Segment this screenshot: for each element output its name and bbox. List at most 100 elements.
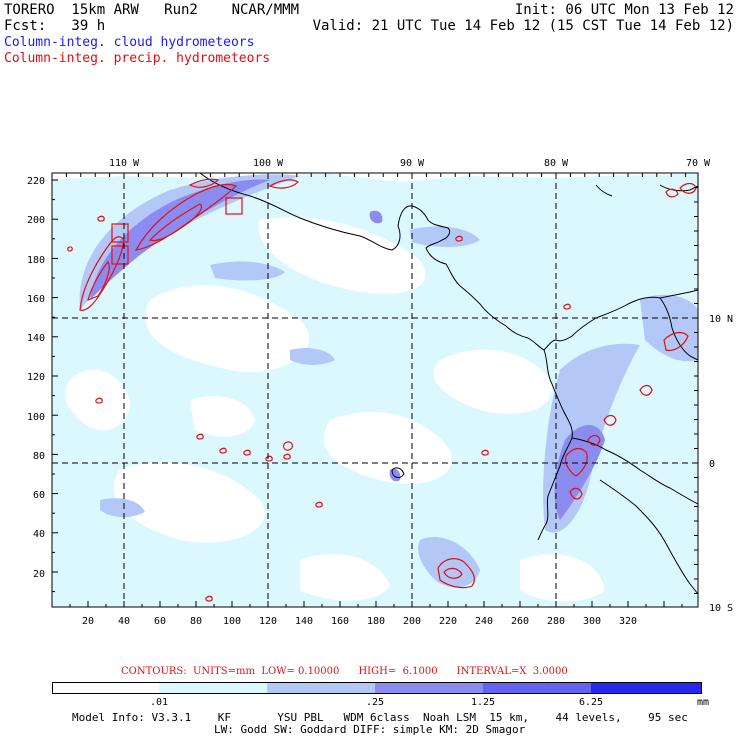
bottom-label: 100 bbox=[223, 616, 241, 627]
clear-area bbox=[64, 369, 130, 431]
precip-contour bbox=[455, 235, 463, 242]
colorbar-segment bbox=[375, 682, 483, 694]
clear-area bbox=[190, 396, 255, 437]
left-label: 180 bbox=[27, 255, 45, 266]
precip-contour bbox=[665, 188, 679, 198]
model-title: TORERO 15km ARW Run2 NCAR/MMM bbox=[4, 2, 300, 18]
coastline bbox=[571, 437, 698, 505]
precip-contour bbox=[437, 558, 476, 589]
precip-contour bbox=[67, 246, 73, 252]
precip-contour bbox=[603, 414, 617, 426]
bottom-label: 40 bbox=[118, 616, 130, 627]
clear-area bbox=[433, 349, 552, 414]
cloud-band bbox=[100, 498, 145, 518]
contour-info: CONTOURS: UNITS=mm LOW= 0.10000 HIGH= 6.… bbox=[121, 666, 568, 677]
precip-contours bbox=[67, 178, 697, 602]
bottom-label: 120 bbox=[259, 616, 277, 627]
bottom-label: 80 bbox=[190, 616, 202, 627]
precip-contour bbox=[565, 447, 588, 477]
left-label: 20 bbox=[33, 569, 45, 580]
colorbar-segment bbox=[267, 682, 375, 694]
precip-contour bbox=[663, 331, 689, 351]
left-label: 40 bbox=[33, 529, 45, 540]
colorbar-segment bbox=[52, 682, 159, 694]
coastline bbox=[537, 349, 573, 541]
clear-area bbox=[520, 554, 605, 602]
precip-contour bbox=[268, 179, 299, 189]
precip-contour bbox=[315, 501, 323, 508]
precip-box bbox=[225, 197, 243, 215]
colorbar-segment bbox=[483, 682, 591, 694]
clear-area bbox=[323, 411, 452, 484]
precip-contour bbox=[97, 215, 105, 222]
left-label: 60 bbox=[33, 490, 45, 501]
bottom-label: 140 bbox=[295, 616, 313, 627]
axis-ticks bbox=[51, 172, 698, 607]
precip-contour bbox=[148, 203, 203, 242]
coastline bbox=[599, 479, 698, 595]
top-label: 90 W bbox=[400, 158, 425, 169]
colorbar-label: 6.25 bbox=[578, 697, 604, 708]
precip-contour bbox=[219, 447, 227, 454]
precip-contour bbox=[95, 397, 103, 404]
precip-contour bbox=[188, 178, 220, 188]
coastline bbox=[391, 467, 405, 478]
lat-lon-grid bbox=[52, 173, 698, 607]
colorbar-segment bbox=[591, 682, 702, 694]
precip-contour bbox=[481, 449, 489, 456]
bottom-label: 280 bbox=[547, 616, 565, 627]
cloud-core bbox=[369, 210, 383, 224]
precip-contour bbox=[196, 433, 204, 440]
bottom-label: 320 bbox=[619, 616, 637, 627]
legend-precip: Column-integ. precip. hydrometeors bbox=[4, 51, 271, 66]
bottom-label: 240 bbox=[475, 616, 493, 627]
clear-area bbox=[300, 554, 390, 601]
clear-area bbox=[258, 217, 426, 294]
top-label: 70 W bbox=[686, 158, 711, 169]
precip-box bbox=[111, 245, 129, 265]
coastline bbox=[659, 297, 698, 361]
top-label: 100 W bbox=[253, 158, 284, 169]
top-label: 80 W bbox=[544, 158, 569, 169]
left-label: 100 bbox=[27, 412, 45, 423]
cloud-band bbox=[290, 348, 335, 365]
physics-info: LW: Godd SW: Goddard DIFF: simple KM: 2D… bbox=[214, 723, 526, 736]
cloud-band bbox=[640, 294, 698, 362]
coastline bbox=[595, 184, 613, 197]
precip-contour bbox=[563, 303, 571, 310]
left-label: 140 bbox=[27, 333, 45, 344]
left-label: 160 bbox=[27, 294, 45, 305]
colorbar-label: 1.25 bbox=[470, 697, 496, 708]
top-label: 110 W bbox=[109, 158, 140, 169]
colorbar-segment bbox=[159, 682, 267, 694]
clear-area bbox=[113, 461, 265, 543]
right-label: 10 S bbox=[709, 603, 733, 614]
left-label: 80 bbox=[33, 451, 45, 462]
precip-contour bbox=[205, 595, 213, 602]
precip-contour bbox=[639, 384, 653, 396]
precip-contour bbox=[443, 567, 463, 579]
precip-contour bbox=[283, 441, 293, 451]
bottom-label: 20 bbox=[82, 616, 94, 627]
valid-time: Valid: 21 UTC Tue 14 Feb 12 (15 CST Tue … bbox=[312, 18, 734, 34]
colorbar-label: .25 bbox=[365, 697, 385, 708]
cloud-band bbox=[410, 226, 480, 247]
precip-box bbox=[111, 223, 129, 243]
forecast-hour: Fcst: 39 h bbox=[4, 18, 106, 34]
precip-contour bbox=[283, 453, 291, 460]
colorbar-unit: mm bbox=[697, 697, 710, 708]
bottom-label: 160 bbox=[331, 616, 349, 627]
model-info: Model Info: V3.3.1 KF YSU PBL WDM 6class… bbox=[72, 711, 688, 724]
bottom-label: 300 bbox=[583, 616, 601, 627]
left-label: 220 bbox=[27, 176, 45, 187]
right-label: 0 bbox=[709, 459, 715, 470]
colorbar-label: .01 bbox=[149, 697, 169, 708]
precip-contour bbox=[79, 236, 125, 311]
legend-cloud: Column-integ. cloud hydrometeors bbox=[4, 35, 255, 50]
bottom-label: 200 bbox=[403, 616, 421, 627]
cloud-field bbox=[52, 174, 698, 607]
cloud-band bbox=[418, 536, 480, 588]
precip-contour bbox=[87, 260, 110, 302]
right-label: 10 N bbox=[709, 314, 733, 325]
left-label: 120 bbox=[27, 372, 45, 383]
